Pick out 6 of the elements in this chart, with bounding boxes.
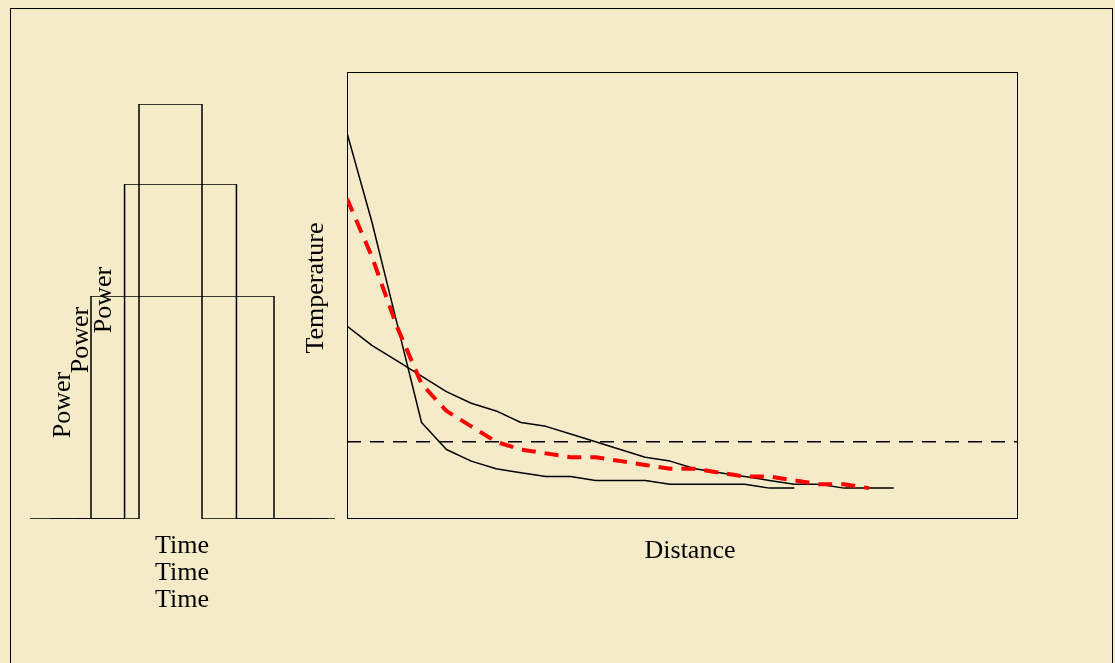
y-axis-title: Power: [47, 371, 76, 439]
x-axis-title: Time: [155, 557, 209, 587]
x-axis-title: Time: [155, 584, 209, 614]
y-axis-title: Temperature: [300, 222, 330, 354]
x-axis-title: Distance: [644, 535, 736, 565]
x-axis-title: Time: [155, 530, 209, 560]
